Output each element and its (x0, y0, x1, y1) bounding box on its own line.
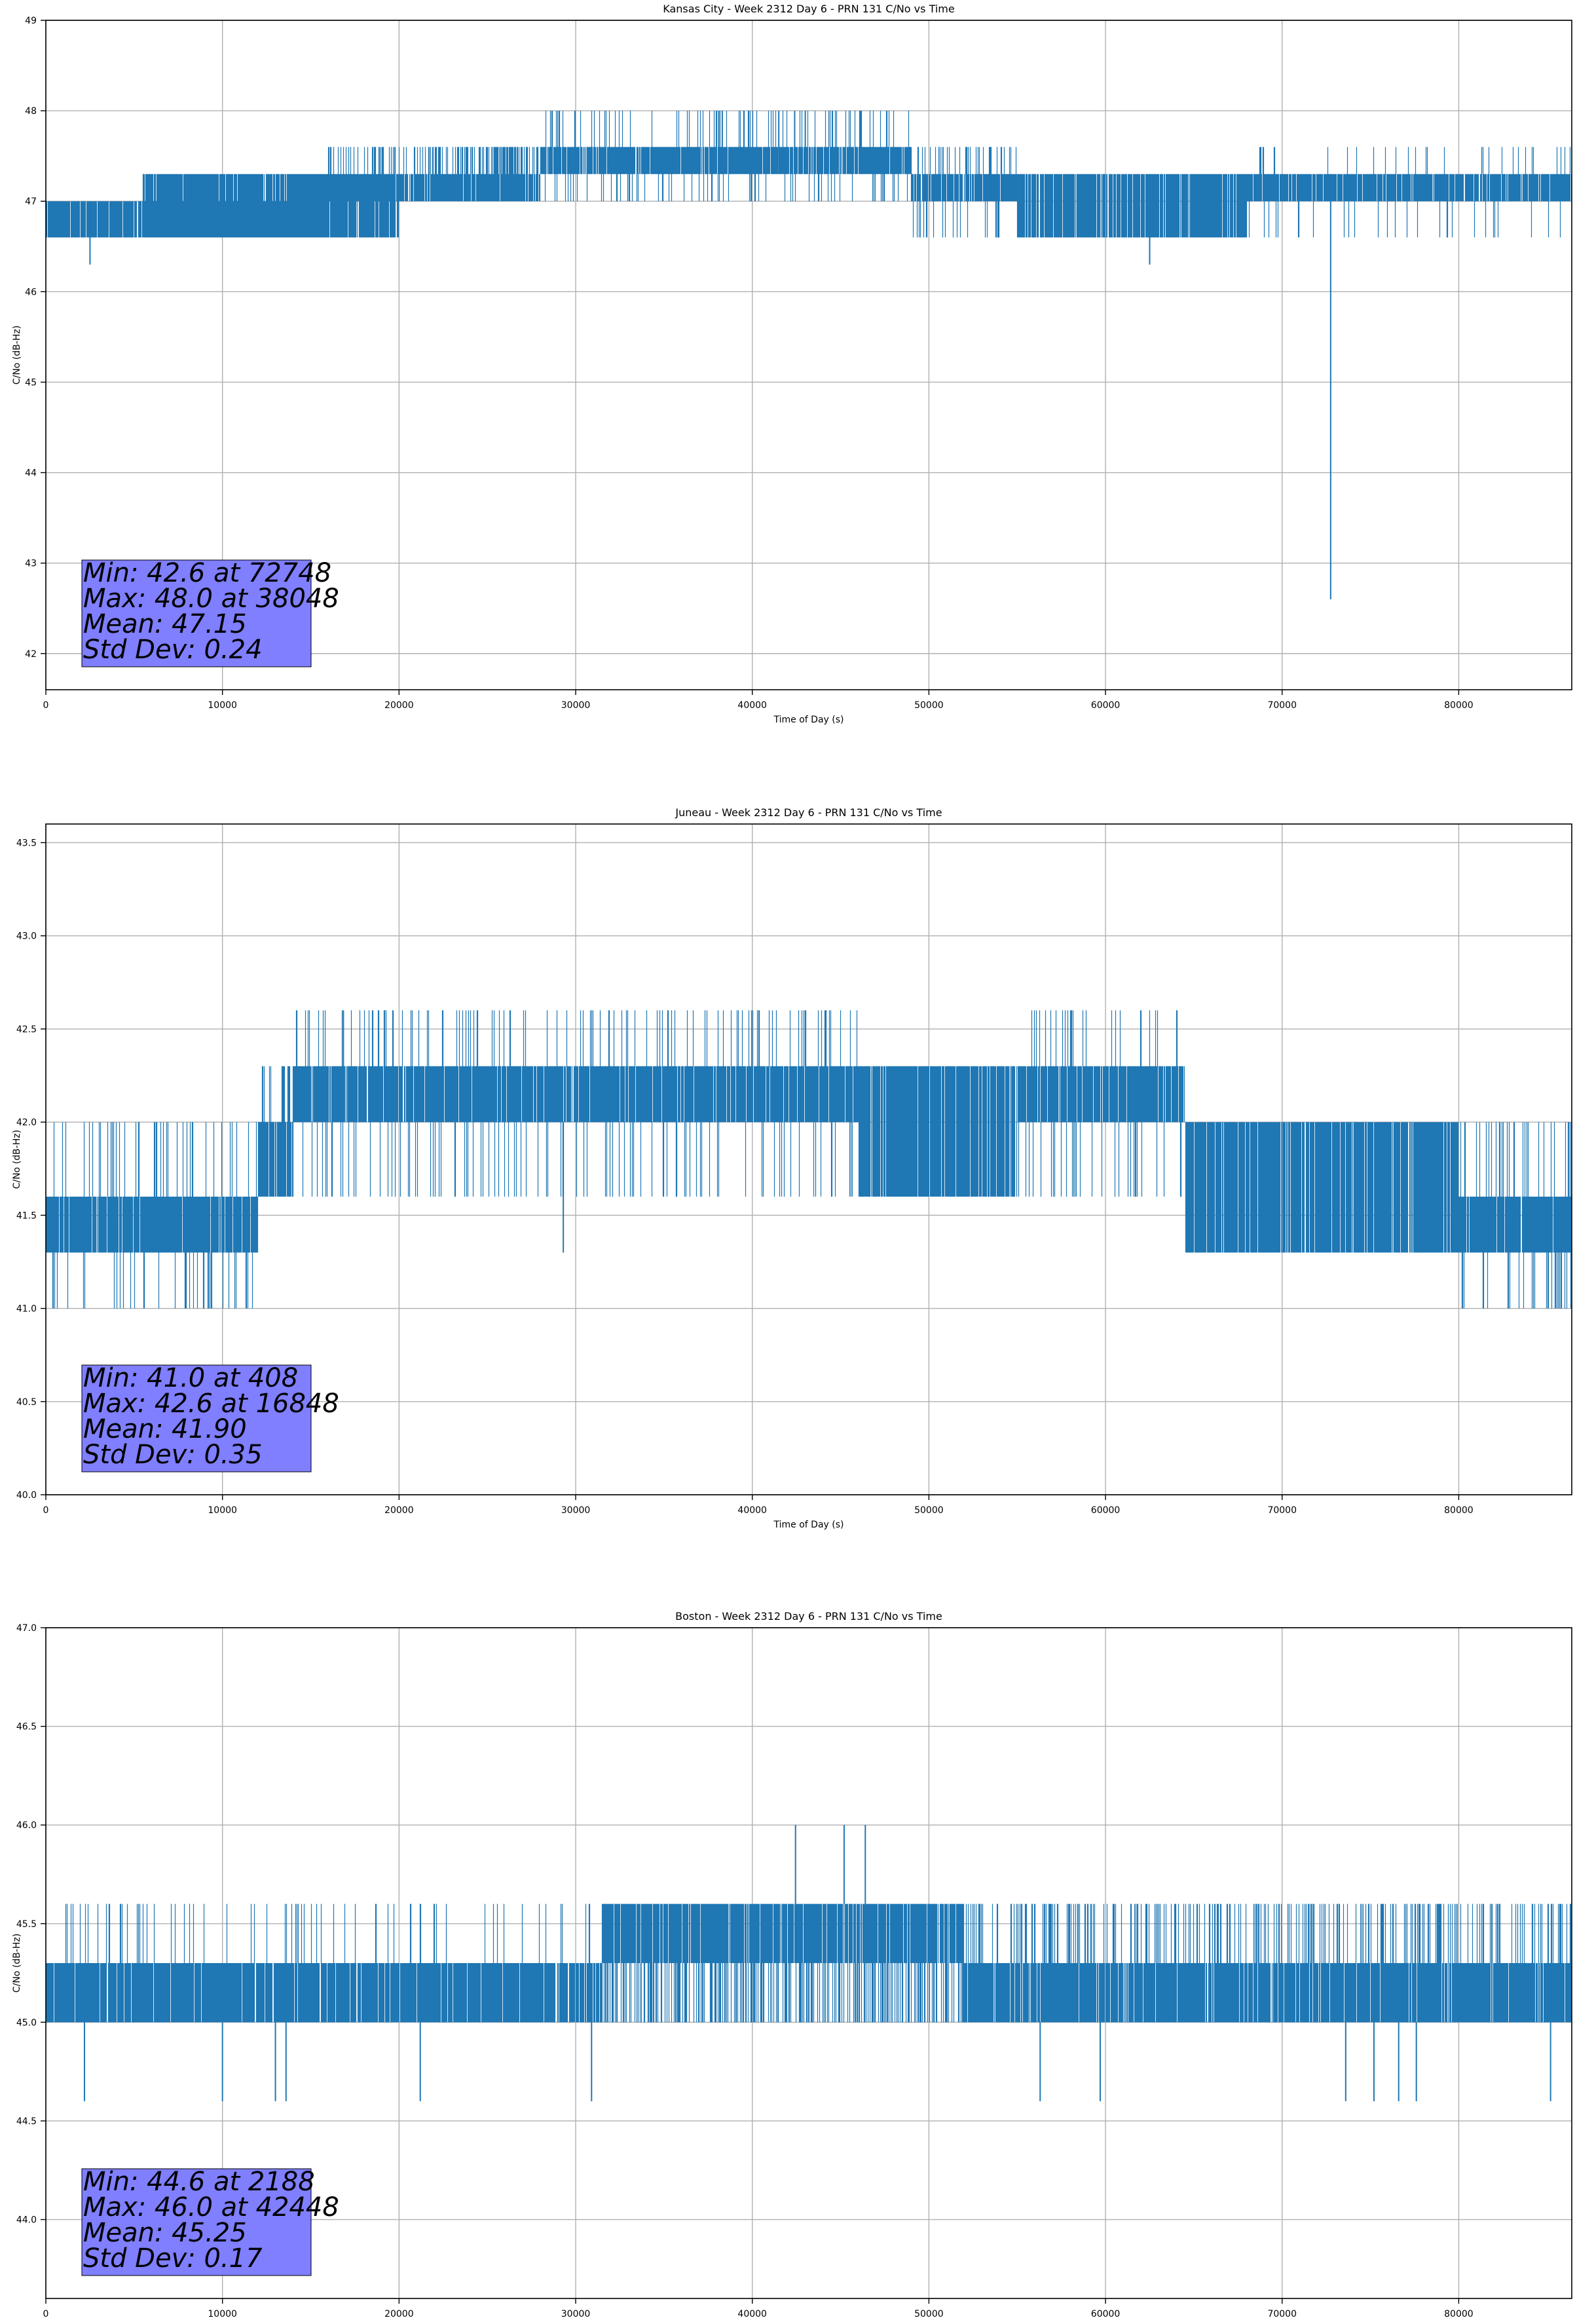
stats-line: Mean: 41.90 (83, 1414, 247, 1444)
stats-box (81, 1364, 312, 1472)
y-tick-label: 44.5 (16, 2116, 37, 2127)
x-tick-label: 60000 (1091, 1505, 1121, 1516)
y-tick-label: 40.5 (16, 1397, 37, 1408)
axes-frame (45, 20, 1572, 690)
x-tick-label: 40000 (737, 2309, 767, 2319)
y-tick-label: 48 (25, 106, 37, 117)
series-line (45, 1010, 1572, 1309)
boston-chart: 0 10000 20000 30000 40000 50000 60000 70000 8000… (12, 1610, 1572, 2324)
x-axis-label: Time of Day (s) (773, 715, 844, 725)
x-tick-label: 60000 (1091, 700, 1121, 711)
x-tick-label: 10000 (208, 700, 237, 711)
y-axis-label: C/No (dB-Hz) (12, 1934, 22, 1993)
y-tick-label: 49 (25, 16, 37, 26)
stats-line: Mean: 45.25 (83, 2218, 247, 2248)
y-tick-label: 46.0 (16, 1820, 37, 1831)
x-tick-label: 0 (43, 2309, 49, 2319)
x-tick-label: 70000 (1267, 2309, 1297, 2319)
x-axis-label: Time of Day (s) (773, 1520, 844, 1530)
stats-line: Min: 41.0 at 408 (83, 1363, 298, 1393)
x-tick-label: 30000 (561, 2309, 591, 2319)
stats-line: Std Dev: 0.35 (83, 1440, 263, 1470)
y-axis-label: C/No (dB-Hz) (12, 1130, 22, 1189)
series-strokes (45, 1903, 1572, 2023)
stats-line: Std Dev: 0.24 (83, 635, 263, 665)
y-tick-label: 41.0 (16, 1304, 37, 1315)
y-tick-label: 43 (25, 559, 37, 569)
chart-title: Juneau - Week 2312 Day 6 - PRN 131 C/No … (675, 806, 942, 819)
y-tick-label: 46 (25, 287, 37, 297)
stats-line: Mean: 47.15 (83, 609, 247, 639)
y-axis-label: C/No (dB-Hz) (12, 326, 22, 384)
x-tick-label: 60000 (1091, 2309, 1121, 2319)
stats-line: Min: 44.6 at 2188 (83, 2167, 315, 2197)
y-tick-label: 47.0 (16, 1623, 37, 1634)
axes-frame (45, 823, 1572, 1495)
x-tick-label: 70000 (1267, 700, 1297, 711)
x-tick-label: 80000 (1444, 1505, 1474, 1516)
x-tick-label: 80000 (1444, 2309, 1474, 2319)
stats-line: Std Dev: 0.17 (83, 2243, 263, 2274)
y-tick-label: 41.5 (16, 1210, 37, 1221)
y-tick-label: 43.5 (16, 838, 37, 848)
series-line (45, 111, 1572, 599)
y-tick-label: 42.0 (16, 1117, 37, 1128)
x-tick-label: 20000 (384, 1505, 414, 1516)
x-tick-label: 10000 (208, 1505, 237, 1516)
x-tick-label: 50000 (914, 1505, 944, 1516)
stats-line: Min: 42.6 at 72748 (83, 558, 331, 588)
kansas-city-chart: 0 10000 20000 30000 40000 50000 60000 70000 8000… (12, 3, 1572, 725)
series-line (45, 1825, 1572, 2101)
y-tick-label: 42.5 (16, 1024, 37, 1035)
y-tick-label: 40.0 (16, 1490, 37, 1501)
series-strokes (45, 111, 1572, 238)
y-tick-label: 46.5 (16, 1722, 37, 1733)
axes-frame (45, 1627, 1572, 2299)
x-tick-label: 20000 (384, 2309, 414, 2319)
x-tick-label: 50000 (914, 2309, 944, 2319)
x-tick-label: 50000 (914, 700, 944, 711)
x-tick-label: 30000 (561, 1505, 591, 1516)
stats-box (81, 2168, 312, 2276)
x-tick-label: 40000 (737, 1505, 767, 1516)
y-tick-label: 44 (25, 468, 37, 479)
x-tick-label: 40000 (737, 700, 767, 711)
x-tick-label: 20000 (384, 700, 414, 711)
juneau-chart: 0 10000 20000 30000 40000 50000 60000 70000 8000… (12, 806, 1572, 1530)
y-tick-label: 44.0 (16, 2215, 37, 2226)
chart-title: Kansas City - Week 2312 Day 6 - PRN 131 … (663, 3, 954, 15)
stats-box (81, 559, 312, 667)
stats-line: Max: 46.0 at 42448 (83, 2192, 339, 2222)
series-strokes (45, 1010, 1572, 1309)
y-tick-label: 45.0 (16, 2017, 37, 2028)
x-tick-label: 70000 (1267, 1505, 1297, 1516)
x-tick-label: 80000 (1444, 700, 1474, 711)
x-tick-label: 0 (43, 1505, 49, 1516)
x-tick-label: 30000 (561, 700, 591, 711)
x-tick-label: 0 (43, 700, 49, 711)
stats-line: Max: 42.6 at 16848 (83, 1389, 339, 1419)
y-tick-label: 47 (25, 197, 37, 207)
y-tick-label: 45.5 (16, 1919, 37, 1930)
chart-title: Boston - Week 2312 Day 6 - PRN 131 C/No … (675, 1610, 942, 1622)
y-tick-label: 45 (25, 377, 37, 388)
x-tick-label: 10000 (208, 2309, 237, 2319)
y-tick-label: 43.0 (16, 931, 37, 942)
y-tick-label: 42 (25, 649, 37, 660)
stats-line: Max: 48.0 at 38048 (83, 584, 339, 614)
